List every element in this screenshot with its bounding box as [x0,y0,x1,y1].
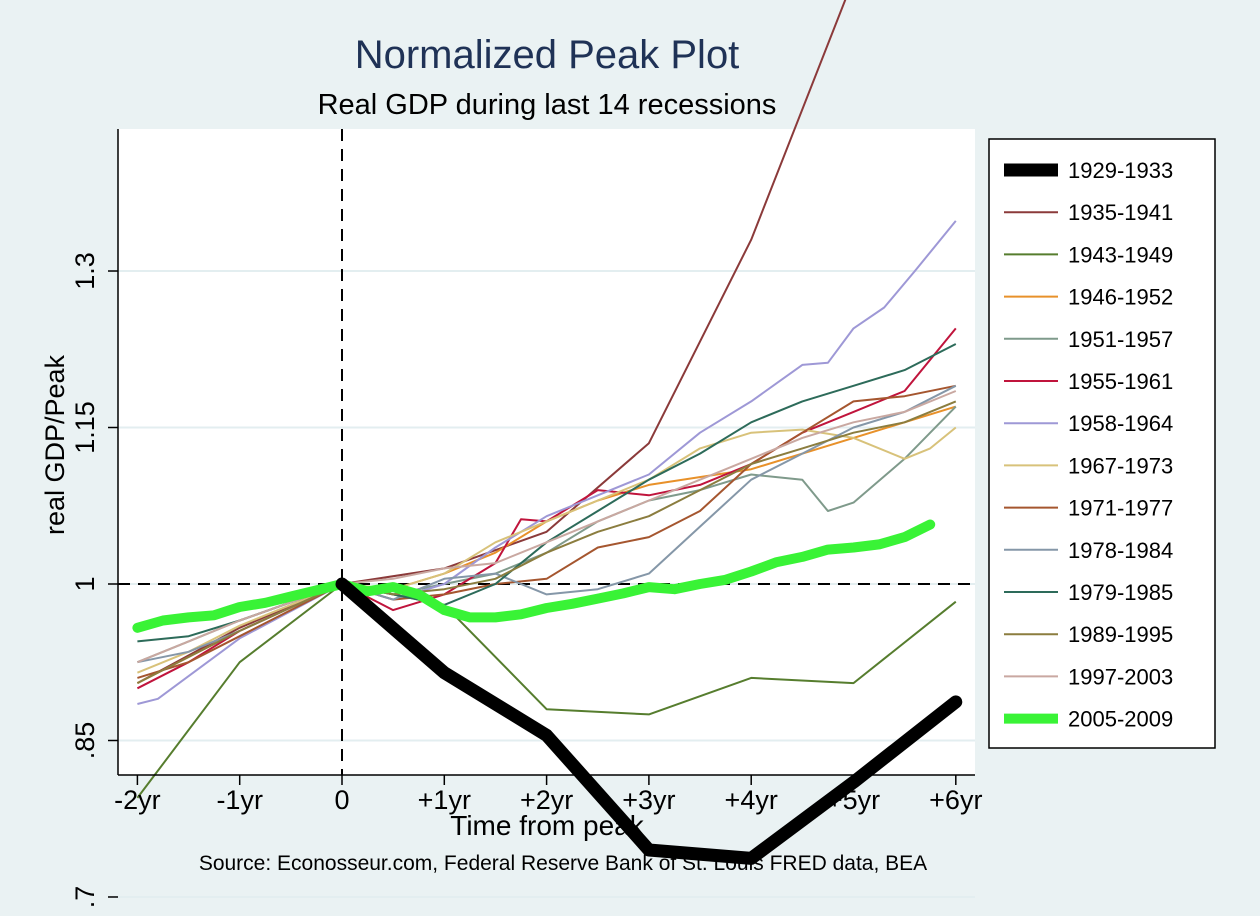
legend-label-1978-1984: 1978-1984 [1068,538,1173,563]
source-note: Source: Econosseur.com, Federal Reserve … [199,852,927,875]
plot-area [118,129,975,775]
x-axis-label: Time from peak [450,810,644,841]
legend-label-1971-1977: 1971-1977 [1068,496,1173,521]
legend-label-2005-2009: 2005-2009 [1068,707,1173,732]
x-tick-label: +1yr [418,785,471,815]
y-tick-label: 1.3 [70,252,100,290]
legend-label-1955-1961: 1955-1961 [1068,369,1173,394]
legend: 1929-1933 1935-1941 1943-1949 1946-1952 1951… [1004,158,1173,732]
series-line-1935-1941 [136,0,847,684]
y-tick-label: 1 [70,576,100,591]
y-axis-label: real GDP/Peak [40,354,70,535]
axes: .7 .85 1 1.15 1.3 -2yr -1yr 0 +1yr +2yr +3yr +4yr +5… [70,129,982,908]
series-line-1943-1949 [136,583,957,799]
y-tick-label: .7 [70,886,100,909]
legend-box [988,138,1216,749]
legend-label-1943-1949: 1943-1949 [1068,242,1173,267]
x-tick-label: +2yr [520,785,573,815]
y-tick-label: 1.15 [70,401,100,454]
series-line-1997-2003 [137,390,957,664]
series-line-1989-1995 [136,400,957,684]
legend-label-1989-1995: 1989-1995 [1068,622,1173,647]
x-tick-label: -2yr [114,785,161,815]
x-tick-label: 0 [334,785,349,815]
x-tick-label: +5yr [827,785,880,815]
legend-label-1979-1985: 1979-1985 [1068,580,1173,605]
legend-label-1951-1957: 1951-1957 [1068,327,1173,352]
reference-lines [118,129,975,775]
legend-label-1935-1941: 1935-1941 [1068,200,1173,225]
series-line-1971-1977 [137,384,956,679]
legend-label-1967-1973: 1967-1973 [1068,453,1173,478]
chart-title: Normalized Peak Plot [355,33,740,77]
series-line-2005-2009 [132,519,936,633]
legend-label-1997-2003: 1997-2003 [1068,664,1173,689]
chart-subtitle: Real GDP during last 14 recessions [318,89,777,121]
x-tick-label: +3yr [622,785,675,815]
y-tick-label: .85 [70,722,100,760]
legend-label-1958-1964: 1958-1964 [1068,411,1173,436]
x-tick-label: -1yr [216,785,263,815]
legend-label-1929-1933: 1929-1933 [1068,158,1173,183]
series-line-1967-1973 [137,426,957,674]
x-tick-label: +6yr [929,785,982,815]
x-tick-label: +4yr [725,785,778,815]
legend-label-1946-1952: 1946-1952 [1068,285,1173,310]
